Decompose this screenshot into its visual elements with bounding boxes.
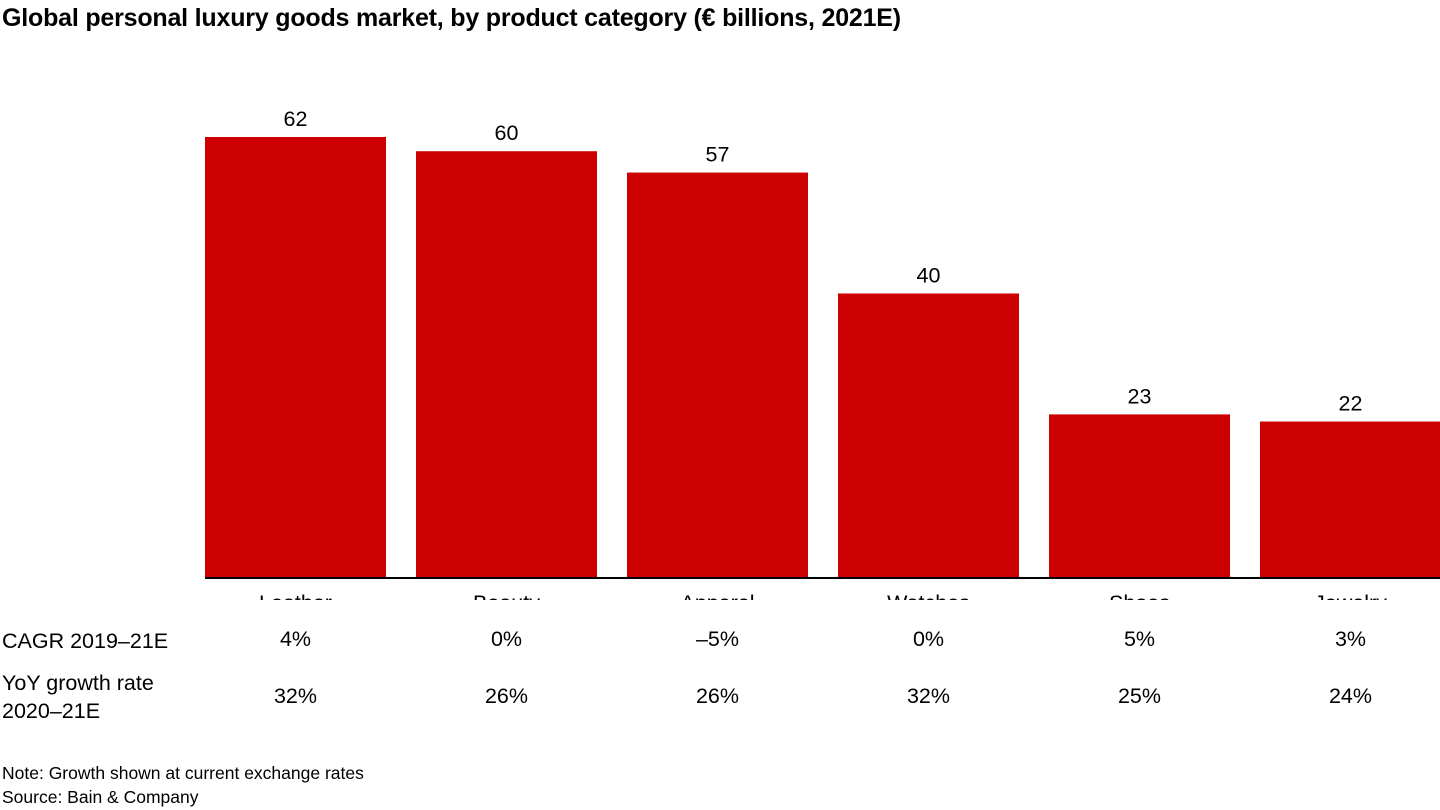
bar-watches xyxy=(838,293,1019,578)
bar-chart: 62 Leather 60 Beauty 57 Apparel 40 Watches 23 Sho… xyxy=(205,107,1440,600)
data-label-apparel: 57 xyxy=(706,143,730,167)
data-label-jewelry: 22 xyxy=(1339,392,1363,416)
cagr-value-apparel: –5% xyxy=(695,627,740,651)
bar-leather xyxy=(205,137,386,578)
yoy-value-leather: 32% xyxy=(273,684,318,708)
cagr-value-beauty: 0% xyxy=(490,627,523,651)
bar-shoes xyxy=(1049,414,1230,578)
yoy-row-label-line-2: 2020–21E xyxy=(2,699,101,723)
cagr-value-watches: 0% xyxy=(912,627,945,651)
source: Source: Bain & Company xyxy=(2,787,199,807)
data-label-leather: 62 xyxy=(284,107,308,131)
cagr-value-leather: 4% xyxy=(279,627,312,651)
cagr-row-label: CAGR 2019–21E xyxy=(2,629,169,653)
data-label-beauty: 60 xyxy=(495,121,519,145)
x-tick-label-jewelry: Jewelry xyxy=(1314,591,1387,600)
yoy-value-beauty: 26% xyxy=(484,684,529,708)
x-tick-label-apparel: Apparel xyxy=(680,591,754,600)
cagr-value-shoes: 5% xyxy=(1123,627,1156,651)
yoy-value-watches: 32% xyxy=(906,684,951,708)
x-tick-label-beauty: Beauty xyxy=(473,591,540,600)
chart-title: Global personal luxury goods market, by … xyxy=(2,4,901,32)
yoy-value-jewelry: 24% xyxy=(1328,684,1373,708)
cagr-value-jewelry: 3% xyxy=(1334,627,1367,651)
bar-jewelry xyxy=(1260,421,1440,578)
x-tick-label-shoes: Shoes xyxy=(1109,591,1170,600)
yoy-value-shoes: 25% xyxy=(1117,684,1162,708)
yoy-value-apparel: 26% xyxy=(695,684,740,708)
data-label-shoes: 23 xyxy=(1128,384,1152,408)
note: Note: Growth shown at current exchange r… xyxy=(2,763,364,783)
x-tick-label-watches: Watches xyxy=(887,591,970,600)
yoy-row-label-line-1: YoY growth rate xyxy=(2,671,154,695)
data-label-watches: 40 xyxy=(917,263,941,287)
yoy-row-label: YoY growth rate 2020–21E xyxy=(2,669,154,725)
x-tick-label-leather: Leather xyxy=(259,591,332,600)
bar-beauty xyxy=(416,151,597,578)
bar-apparel xyxy=(627,172,808,578)
